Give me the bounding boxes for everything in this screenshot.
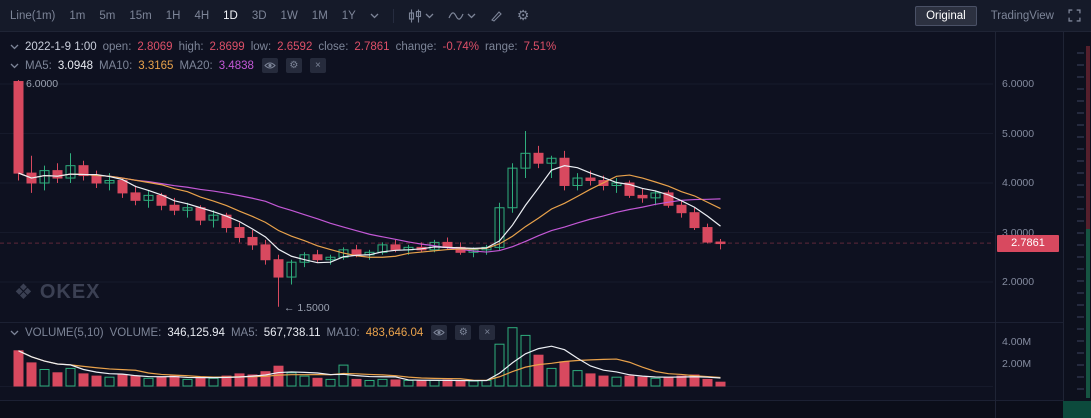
close-value: 2.7861 [354,40,390,53]
timeframe-1Y-button[interactable]: 1Y [341,9,356,22]
chevron-down-icon [370,13,379,19]
ma-readout: MA5: 3.0948 MA10: 3.3165 MA20: 3.4838 ⚙ … [10,58,326,73]
right-edge-panel [1063,32,1091,418]
panel-divider[interactable] [0,322,1091,323]
price-axis-label: 5.0000 [1002,127,1035,140]
volume-indicator-title: VOLUME(5,10) [25,326,104,339]
original-chart-button[interactable]: Original [915,5,977,26]
timeframe-1H-button[interactable]: 1H [165,9,181,22]
timeframe-1D-button[interactable]: 1D [223,9,238,22]
gear-icon: ⚙ [516,7,530,23]
toolbar-right: Original TradingView [915,5,1081,26]
collapse-chevron-icon[interactable] [10,330,19,336]
timeframe-4H-button[interactable]: 4H [194,9,210,22]
chart-style-dropdown[interactable] [408,9,434,23]
volume-axis-label: 4.00M [1002,336,1032,348]
volume-close-button[interactable]: × [479,325,496,340]
timeframe-3D-button[interactable]: 3D [251,9,267,22]
fullscreen-button[interactable] [1068,9,1081,22]
ma20-value: 3.4838 [218,59,254,72]
range-value: 7.51% [523,40,557,53]
eye-icon [433,328,446,337]
volume-ma5-label: MA5: [230,326,258,339]
ma20-label: MA20: [179,59,213,72]
volume-ma10-label: MA10: [326,326,360,339]
volume-ma10-value: 483,646.04 [365,326,424,339]
pencil-icon [490,9,503,22]
price-axis-label: 4.0000 [1002,177,1035,189]
high-value: 2.8699 [209,40,245,53]
eye-icon [264,61,276,70]
open-label: open: [102,40,132,53]
indicator-line-button[interactable] [448,10,476,22]
price-axis-label: 2.0000 [1002,276,1035,288]
ma-settings-button[interactable]: ⚙ [285,58,302,73]
ma-close-button[interactable]: × [309,58,326,73]
current-price-tag: 2.7861 [997,234,1059,252]
volume-ma5-value: 567,738.11 [263,326,321,339]
time-axis-divider [0,400,1091,401]
timeframe-15m-button[interactable]: 15m [129,9,152,22]
ma-visibility-button[interactable] [261,58,278,73]
close-icon: × [484,327,491,338]
edge-tick-marks [1077,42,1084,394]
draw-tools-button[interactable] [490,9,503,22]
candle-datetime: 2022-1-9 1:00 [25,40,97,53]
timeframe-1M-button[interactable]: 1M [311,9,328,22]
wave-icon [448,10,464,22]
line-type-label: Line(1m) [10,9,56,22]
edge-depth-bar [1086,46,1090,398]
price-axis-border [995,32,996,418]
timeframe-1W-button[interactable]: 1W [280,9,298,22]
tradingview-chart-button[interactable]: TradingView [989,7,1056,25]
svg-text:← 1.5000: ← 1.5000 [284,302,330,314]
svg-text:6.0000: 6.0000 [26,78,58,90]
candlestick-icon [408,9,422,23]
ma5-value: 3.0948 [57,59,94,72]
ma10-label: MA10: [99,59,133,72]
timeframe-1m-button[interactable]: 1m [69,9,86,22]
open-value: 2.8069 [137,40,173,53]
volume-settings-button[interactable]: ⚙ [455,325,472,340]
chevron-down-icon [467,13,476,19]
okex-logo-icon: ❖ [14,281,34,304]
close-icon: × [314,60,321,71]
ma5-label: MA5: [25,59,52,72]
chart-toolbar: Line(1m) 1m 5m 15m 1H 4H 1D 3D 1W 1M 1Y [0,0,1091,32]
high-label: high: [178,40,204,53]
volume-axis-label: 2.00M [1002,358,1032,370]
collapse-chevron-icon[interactable] [10,63,19,69]
ohlc-readout: 2022-1-9 1:00 open: 2.8069 high: 2.8699 … [10,39,556,54]
toolbar-divider [392,8,394,23]
expand-icon [1068,9,1081,22]
gear-icon: ⚙ [289,60,299,71]
close-label: close: [318,40,349,53]
volume-label: VOLUME: [109,326,162,339]
ma10-value: 3.3165 [138,59,174,72]
timeframe-more-button[interactable] [370,13,379,19]
timeframe-list: 1m 5m 15m 1H 4H 1D 3D 1W 1M 1Y [69,10,355,22]
volume-chart[interactable] [0,322,995,400]
collapse-chevron-icon[interactable] [10,44,19,50]
volume-visibility-button[interactable] [431,325,448,340]
price-axis-label: 6.0000 [1002,78,1035,90]
low-label: low: [250,40,272,53]
change-value: -0.74% [442,40,479,53]
chevron-down-icon [425,13,434,19]
okex-watermark: ❖ OKEX [14,280,101,305]
price-chart[interactable]: 6.0000 ← 1.5000 [0,32,995,322]
line-type-dropdown[interactable]: Line(1m) [10,10,55,22]
time-axis-area [0,401,1091,418]
volume-value: 346,125.94 [167,326,225,339]
volume-readout: VOLUME(5,10) VOLUME: 346,125.94 MA5: 567… [10,325,496,340]
chart-settings-button[interactable]: ⚙ [517,7,530,24]
edge-corner-block [1063,401,1091,418]
gear-icon: ⚙ [458,327,468,338]
low-value: 2.6592 [277,40,313,53]
range-label: range: [484,40,518,53]
toolbar-left: Line(1m) 1m 5m 15m 1H 4H 1D 3D 1W 1M 1Y [10,7,529,24]
okex-logo-text: OKEX [39,281,101,303]
change-label: change: [395,40,437,53]
timeframe-5m-button[interactable]: 5m [99,9,116,22]
